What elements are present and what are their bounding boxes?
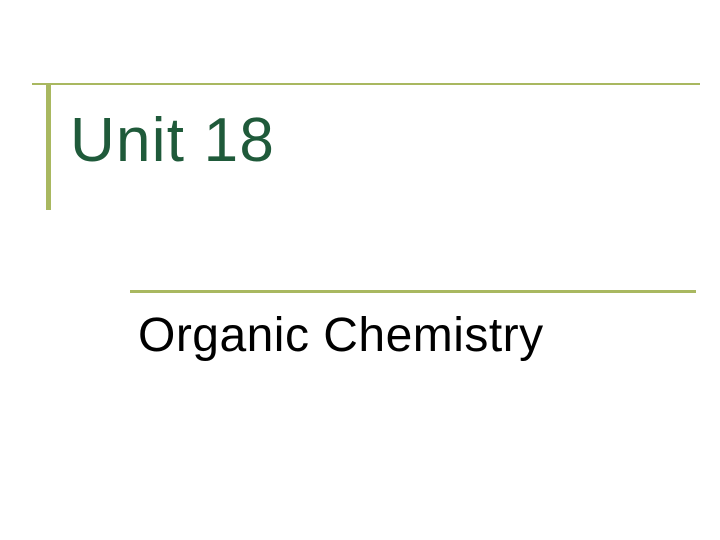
slide-subtitle: Organic Chemistry: [138, 308, 544, 363]
top-horizontal-rule: [32, 83, 700, 85]
left-accent-bar: [46, 83, 51, 210]
subtitle-horizontal-rule: [130, 290, 696, 293]
slide-title: Unit 18: [70, 105, 275, 176]
